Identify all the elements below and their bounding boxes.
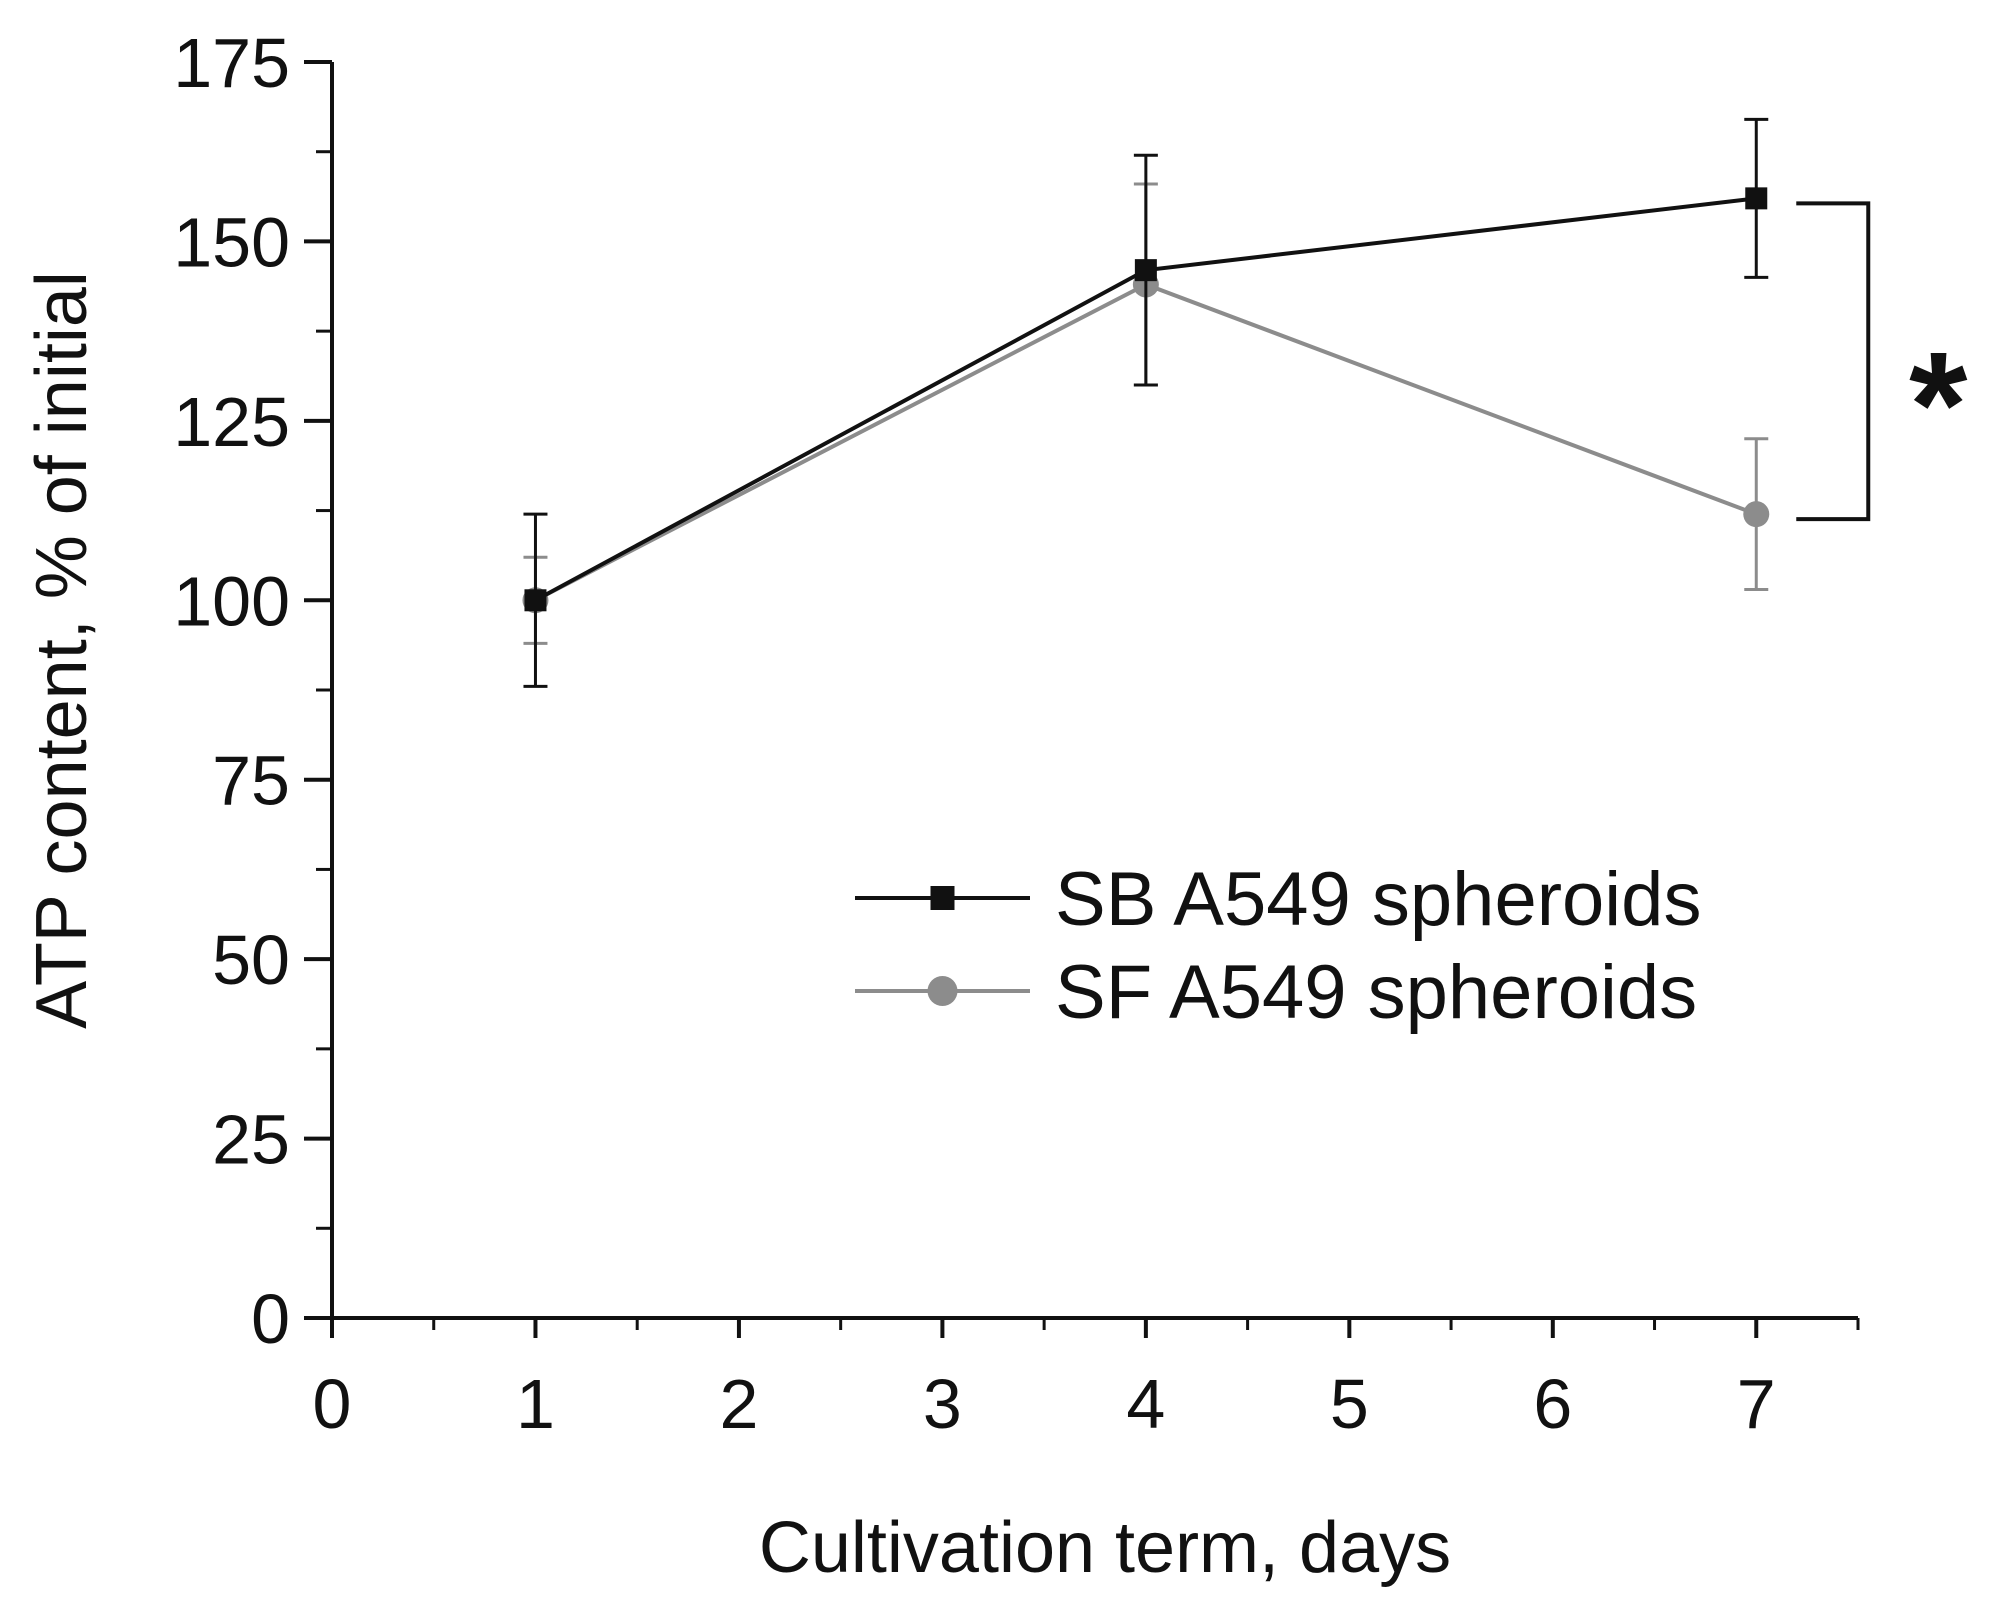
tick-marks [304, 60, 1860, 1338]
legend-marker [930, 886, 955, 910]
y-tick-label: 150 [173, 203, 290, 281]
annotation-layer: * [1796, 201, 1968, 522]
legend-label: SF A549 spheroids [1055, 950, 1697, 1035]
data-point [1134, 259, 1157, 282]
x-tick-label: 4 [1126, 1365, 1165, 1443]
x-tick-label: 7 [1737, 1365, 1776, 1443]
x-tick-label: 1 [516, 1365, 555, 1443]
legend-item-0: SB A549 spheroids [855, 857, 1701, 942]
x-tick-label: 3 [923, 1365, 962, 1443]
y-tick-label: 100 [173, 562, 290, 640]
y-tick-label: 75 [212, 742, 290, 820]
tick-labels: 0 25 50 75 100 125 150 175 0 1 2 3 4 5 6 7 [173, 24, 1776, 1443]
y-tick-label: 175 [173, 24, 290, 102]
x-tick-label: 2 [719, 1365, 758, 1443]
x-tick-label: 6 [1533, 1365, 1572, 1443]
x-tick-label: 0 [313, 1365, 352, 1443]
data-point [524, 589, 547, 612]
y-tick-label: 50 [212, 921, 290, 999]
series-layer [522, 117, 1770, 688]
y-axis-label: ATP content, % of initial [22, 271, 102, 1029]
data-point [1745, 187, 1768, 210]
y-tick-label: 125 [173, 383, 290, 461]
y-tick-label: 0 [251, 1280, 290, 1358]
significance-bracket [1796, 201, 1871, 522]
legend-item-1: SF A549 spheroids [855, 950, 1697, 1035]
series-0 [523, 117, 1769, 688]
data-point [1743, 501, 1770, 528]
x-axis-label: Cultivation term, days [759, 1508, 1451, 1588]
legend-label: SB A549 spheroids [1055, 857, 1701, 942]
y-tick-label: 25 [212, 1101, 290, 1179]
x-tick-label: 5 [1330, 1365, 1369, 1443]
legend-marker [927, 976, 958, 1006]
axes [304, 62, 1858, 1338]
significance-marker: * [1909, 320, 1968, 488]
